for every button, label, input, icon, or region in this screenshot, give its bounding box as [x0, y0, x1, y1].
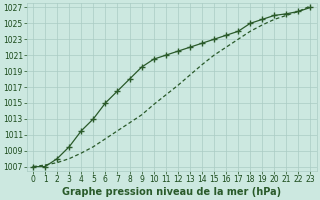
X-axis label: Graphe pression niveau de la mer (hPa): Graphe pression niveau de la mer (hPa)	[62, 187, 281, 197]
